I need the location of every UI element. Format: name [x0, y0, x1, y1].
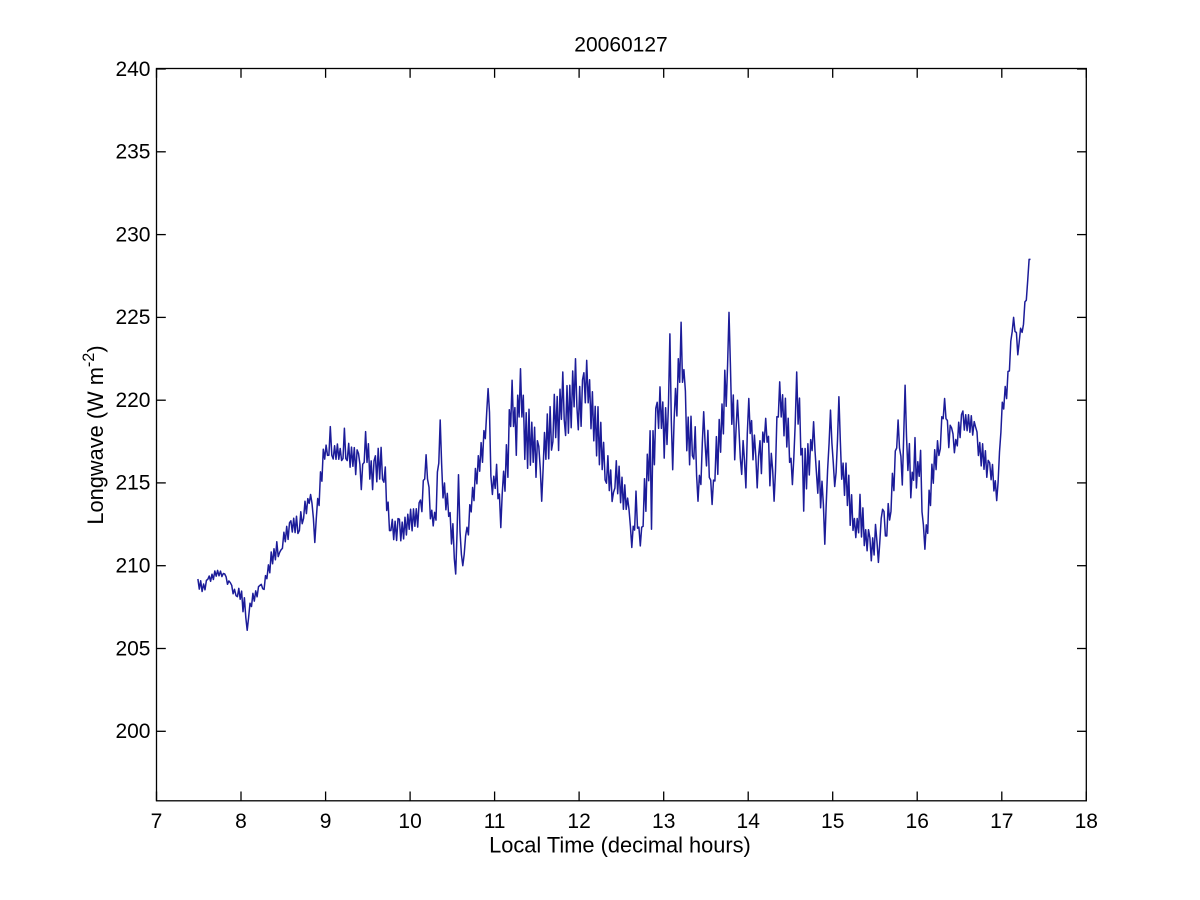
svg-text:12: 12	[567, 810, 590, 833]
svg-text:Longwave (W m-2): Longwave (W m-2)	[80, 345, 108, 524]
svg-text:17: 17	[990, 810, 1013, 833]
svg-text:215: 215	[115, 472, 150, 495]
svg-text:14: 14	[737, 810, 761, 833]
svg-text:13: 13	[652, 810, 675, 833]
svg-text:240: 240	[115, 58, 150, 81]
svg-text:16: 16	[906, 810, 929, 833]
svg-text:210: 210	[115, 555, 150, 578]
svg-text:205: 205	[115, 637, 150, 660]
svg-text:200: 200	[115, 720, 150, 743]
svg-text:225: 225	[115, 306, 150, 329]
svg-text:18: 18	[1075, 810, 1098, 833]
svg-text:9: 9	[320, 810, 332, 833]
svg-text:7: 7	[151, 810, 163, 833]
svg-text:11: 11	[484, 810, 506, 833]
svg-text:235: 235	[115, 141, 150, 164]
svg-text:10: 10	[398, 810, 421, 833]
svg-text:220: 220	[115, 389, 150, 412]
svg-text:8: 8	[235, 810, 247, 833]
svg-text:230: 230	[115, 223, 150, 246]
svg-text:15: 15	[821, 810, 844, 833]
svg-text:Local Time (decimal hours): Local Time (decimal hours)	[489, 833, 751, 858]
svg-text:20060127: 20060127	[574, 34, 667, 57]
